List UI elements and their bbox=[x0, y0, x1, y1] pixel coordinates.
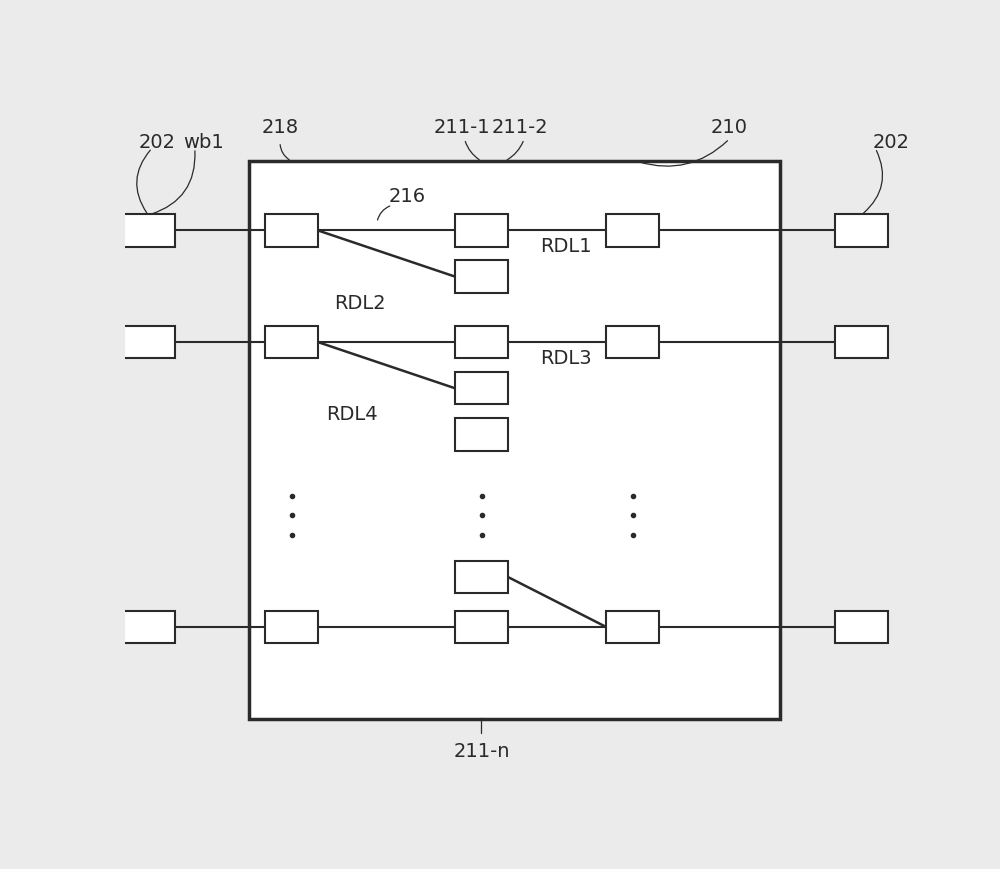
Bar bbox=[122, 611, 175, 643]
Bar bbox=[455, 419, 508, 451]
Bar bbox=[606, 215, 659, 248]
Text: RDL2: RDL2 bbox=[334, 293, 386, 312]
Bar bbox=[122, 215, 175, 248]
Text: 211-2: 211-2 bbox=[492, 118, 549, 136]
Bar bbox=[455, 215, 508, 248]
Bar bbox=[265, 327, 318, 359]
Text: 210: 210 bbox=[711, 118, 748, 136]
Text: 211-1: 211-1 bbox=[434, 118, 490, 136]
Bar bbox=[122, 327, 175, 359]
Text: 211-n: 211-n bbox=[453, 741, 510, 760]
Text: wb1: wb1 bbox=[183, 133, 224, 152]
Text: RDL1: RDL1 bbox=[540, 237, 591, 256]
Bar bbox=[455, 561, 508, 594]
Bar bbox=[835, 611, 888, 643]
Text: RDL4: RDL4 bbox=[326, 405, 378, 424]
Text: 218: 218 bbox=[261, 118, 299, 136]
Bar bbox=[835, 215, 888, 248]
Text: 202: 202 bbox=[873, 133, 910, 152]
Bar bbox=[606, 327, 659, 359]
Text: 202: 202 bbox=[139, 133, 176, 152]
Bar bbox=[455, 327, 508, 359]
Text: RDL3: RDL3 bbox=[540, 348, 591, 368]
Bar bbox=[455, 611, 508, 643]
Bar bbox=[455, 373, 508, 405]
Bar bbox=[265, 215, 318, 248]
Bar bbox=[455, 262, 508, 294]
Bar bbox=[606, 611, 659, 643]
Bar bbox=[835, 327, 888, 359]
Text: 216: 216 bbox=[388, 187, 426, 206]
Bar bbox=[265, 611, 318, 643]
Bar bbox=[249, 162, 780, 720]
